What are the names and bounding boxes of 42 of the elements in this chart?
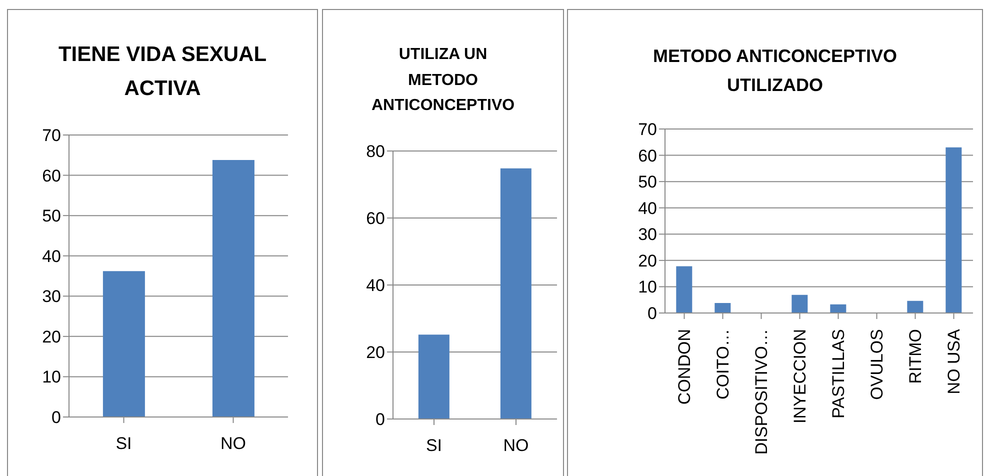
x-tick-label: COITO… [714,329,733,400]
chart-title: UTILIZA UN METODO ANTICONCEPTIVO [371,46,515,114]
x-tick-label: SI [426,436,442,456]
y-tick-label: 10 [42,368,61,387]
x-tick-label: NO USA [944,328,964,394]
y-tick-label: 60 [42,166,61,186]
x-tick-label: DISPOSITIVO… [752,329,772,455]
y-tick-label: 20 [638,251,657,270]
bar [907,300,924,313]
chart-title: METODO ANTICONCEPTIVO UTILIZADO [652,45,898,97]
x-tick-label: INYECCION [790,329,810,424]
x-tick-label: NO [220,434,246,454]
y-tick-label: 70 [638,120,657,140]
bar [676,266,692,313]
x-tick-label: PASTILLAS [829,329,848,418]
y-tick-label: 70 [42,126,61,146]
y-tick-label: 80 [366,142,385,162]
chart-title: TIENE VIDA SEXUAL ACTIVA [57,42,268,102]
bar [792,294,808,313]
y-tick-label: 20 [42,327,61,346]
y-tick-label: 60 [366,209,385,228]
y-tick-label: 30 [638,225,657,244]
x-tick-label: RITMO [906,329,926,384]
bar [714,303,731,313]
y-tick-label: 60 [638,146,657,166]
bar [830,304,846,313]
y-tick-label: 0 [376,410,385,430]
y-tick-label: 0 [52,408,61,428]
y-tick-label: 30 [42,287,61,306]
y-tick-label: 50 [638,172,657,192]
bar [946,147,962,313]
y-tick-label: 40 [638,198,657,218]
x-tick-label: CONDON [675,329,694,405]
y-tick-label: 50 [42,206,61,226]
x-tick-label: NO [503,436,529,456]
y-tick-label: 40 [42,246,61,266]
y-tick-label: 0 [648,304,657,324]
y-tick-label: 40 [366,276,385,296]
x-tick-label: SI [116,434,132,454]
y-tick-label: 10 [638,278,657,297]
y-tick-label: 20 [366,343,385,362]
x-tick-label: OVULOS [868,329,887,400]
